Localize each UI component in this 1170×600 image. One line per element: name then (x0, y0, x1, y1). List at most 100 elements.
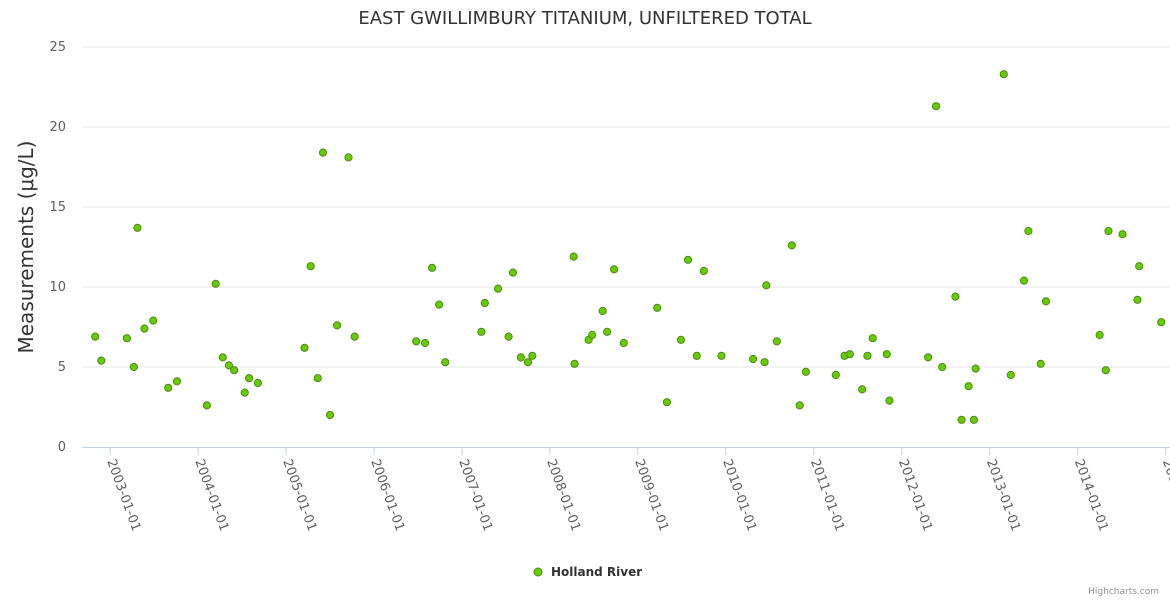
data-point[interactable] (427, 263, 437, 272)
data-point[interactable] (122, 334, 131, 343)
data-point[interactable] (164, 383, 173, 392)
data-point[interactable] (1006, 370, 1015, 380)
data-point[interactable] (218, 353, 227, 362)
data-point[interactable] (969, 415, 978, 424)
data-point[interactable] (885, 396, 894, 405)
data-point[interactable] (964, 382, 973, 391)
data-point[interactable] (602, 327, 612, 336)
data-point[interactable] (569, 252, 578, 261)
data-point[interactable] (863, 351, 872, 360)
data-point[interactable] (230, 366, 239, 375)
data-point[interactable] (1024, 226, 1033, 236)
data-point[interactable] (129, 362, 138, 372)
data-point[interactable] (480, 298, 489, 308)
data-point[interactable] (787, 241, 796, 250)
data-point[interactable] (662, 398, 671, 407)
data-point[interactable] (1019, 276, 1029, 285)
data-point[interactable] (441, 358, 450, 367)
credits-link[interactable]: Highcharts.com (1088, 587, 1159, 597)
data-point[interactable] (610, 265, 619, 274)
data-point[interactable] (1133, 295, 1142, 304)
data-point[interactable] (528, 351, 537, 360)
data-point[interactable] (683, 255, 693, 264)
data-point[interactable] (149, 316, 158, 325)
data-point[interactable] (760, 358, 769, 367)
data-point[interactable] (516, 353, 525, 362)
data-point[interactable] (133, 223, 142, 232)
data-point[interactable] (924, 353, 933, 362)
data-point[interactable] (676, 335, 686, 344)
data-point[interactable] (493, 284, 503, 293)
data-point[interactable] (325, 410, 335, 420)
data-point[interactable] (140, 324, 149, 333)
data-point[interactable] (1118, 230, 1127, 239)
legend-marker (533, 567, 543, 577)
data-point[interactable] (245, 374, 254, 383)
data-point[interactable] (1095, 330, 1104, 340)
x-tick-label: 2014-01-01 (1071, 457, 1111, 533)
y-axis-label: Measurements (μg/L) (14, 141, 38, 354)
data-point[interactable] (748, 354, 758, 364)
data-point[interactable] (1157, 318, 1166, 327)
data-point[interactable] (653, 303, 662, 312)
data-point[interactable] (412, 337, 421, 346)
data-point[interactable] (1104, 226, 1113, 236)
data-point[interactable] (845, 350, 854, 359)
data-point[interactable] (300, 343, 309, 352)
data-point[interactable] (240, 388, 249, 397)
data-series-holland-river (91, 70, 1166, 424)
data-point[interactable] (570, 359, 579, 368)
x-tick-label: 2010-01-01 (719, 457, 759, 533)
data-point[interactable] (202, 401, 211, 410)
data-point[interactable] (420, 338, 430, 348)
x-tick-label: 2015-01-01 (1159, 457, 1170, 533)
y-axis: 0 5 10 15 20 25 (49, 40, 66, 455)
legend-item-holland-river[interactable]: Holland River (551, 565, 642, 579)
data-point[interactable] (772, 337, 781, 346)
data-point[interactable] (717, 351, 726, 360)
data-point[interactable] (588, 330, 597, 340)
data-point[interactable] (971, 364, 980, 373)
data-point[interactable] (598, 306, 607, 316)
data-point[interactable] (957, 415, 966, 424)
data-point[interactable] (882, 350, 891, 359)
data-point[interactable] (699, 266, 708, 276)
y-tick-label: 15 (49, 200, 66, 215)
legend[interactable]: Holland River (533, 565, 642, 579)
data-point[interactable] (350, 332, 359, 341)
x-tick-label: 2008-01-01 (543, 457, 583, 533)
data-point[interactable] (938, 362, 947, 372)
data-point[interactable] (951, 292, 960, 301)
data-point[interactable] (224, 361, 233, 370)
data-point[interactable] (1036, 359, 1045, 368)
data-point[interactable] (172, 377, 182, 386)
data-point[interactable] (306, 262, 315, 271)
data-point[interactable] (831, 370, 840, 380)
data-point[interactable] (999, 70, 1008, 79)
data-point[interactable] (619, 338, 628, 348)
data-point[interactable] (762, 281, 771, 290)
data-point[interactable] (332, 321, 342, 330)
data-point[interactable] (318, 148, 328, 157)
data-point[interactable] (692, 351, 701, 360)
data-point[interactable] (523, 358, 533, 367)
data-point[interactable] (313, 374, 322, 383)
data-point[interactable] (434, 300, 444, 309)
data-point[interactable] (858, 385, 867, 394)
data-point[interactable] (1041, 297, 1051, 306)
data-point[interactable] (253, 378, 263, 388)
data-point[interactable] (931, 102, 941, 111)
data-point[interactable] (97, 356, 106, 365)
data-point[interactable] (1135, 262, 1144, 271)
data-point[interactable] (504, 332, 513, 341)
data-point[interactable] (1101, 366, 1110, 375)
data-point[interactable] (477, 327, 486, 336)
data-point[interactable] (795, 401, 804, 410)
data-point[interactable] (508, 268, 518, 277)
data-point[interactable] (344, 153, 353, 162)
data-point[interactable] (211, 279, 220, 288)
data-point[interactable] (868, 334, 877, 343)
data-point[interactable] (801, 367, 810, 376)
data-point[interactable] (91, 332, 100, 341)
x-tick-label: 2005-01-01 (279, 457, 319, 533)
